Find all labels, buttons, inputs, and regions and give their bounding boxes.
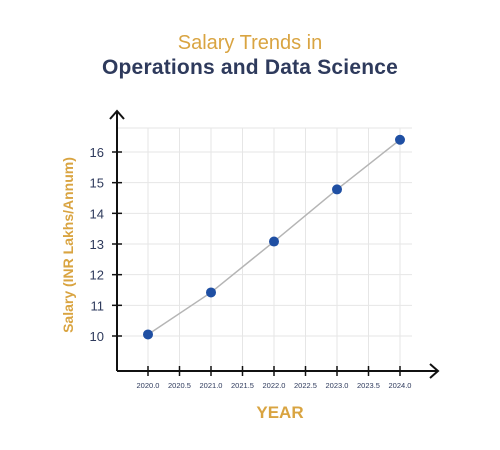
data-point [143, 329, 153, 340]
data-point [332, 184, 342, 195]
x-tick-label: 2020.0 [137, 381, 160, 390]
data-point [395, 134, 405, 145]
y-tick-label: 12 [90, 268, 104, 283]
x-axis-title: YEAR [256, 403, 304, 422]
y-tick-label: 11 [91, 298, 105, 313]
data-point [269, 236, 279, 247]
x-tick-label: 2022.0 [263, 381, 286, 390]
x-tick-label: 2022.5 [294, 381, 317, 390]
x-tick-label: 2023.5 [357, 381, 380, 390]
x-tick-label: 2021.5 [231, 381, 254, 390]
chart-title-line2: Operations and Data Science [102, 56, 398, 79]
x-axis-arrow-icon [429, 363, 440, 379]
y-tick-label: 14 [90, 206, 104, 221]
x-tick-label: 2020.5 [168, 381, 191, 390]
x-tick-label: 2021.0 [200, 381, 223, 390]
chart-title-line1: Salary Trends in [177, 32, 323, 54]
y-axis-title: Salary (INR Lakhs/Annum) [60, 157, 76, 333]
y-axis-arrow-icon [109, 109, 125, 120]
x-tick-label: 2024.0 [389, 381, 412, 390]
y-tick-label: 15 [90, 176, 104, 191]
y-tick-label: 16 [90, 145, 104, 160]
x-tick-label: 2023.0 [326, 381, 349, 390]
data-point [206, 287, 216, 298]
y-tick-label: 10 [90, 329, 104, 344]
y-tick-label: 13 [90, 237, 104, 252]
